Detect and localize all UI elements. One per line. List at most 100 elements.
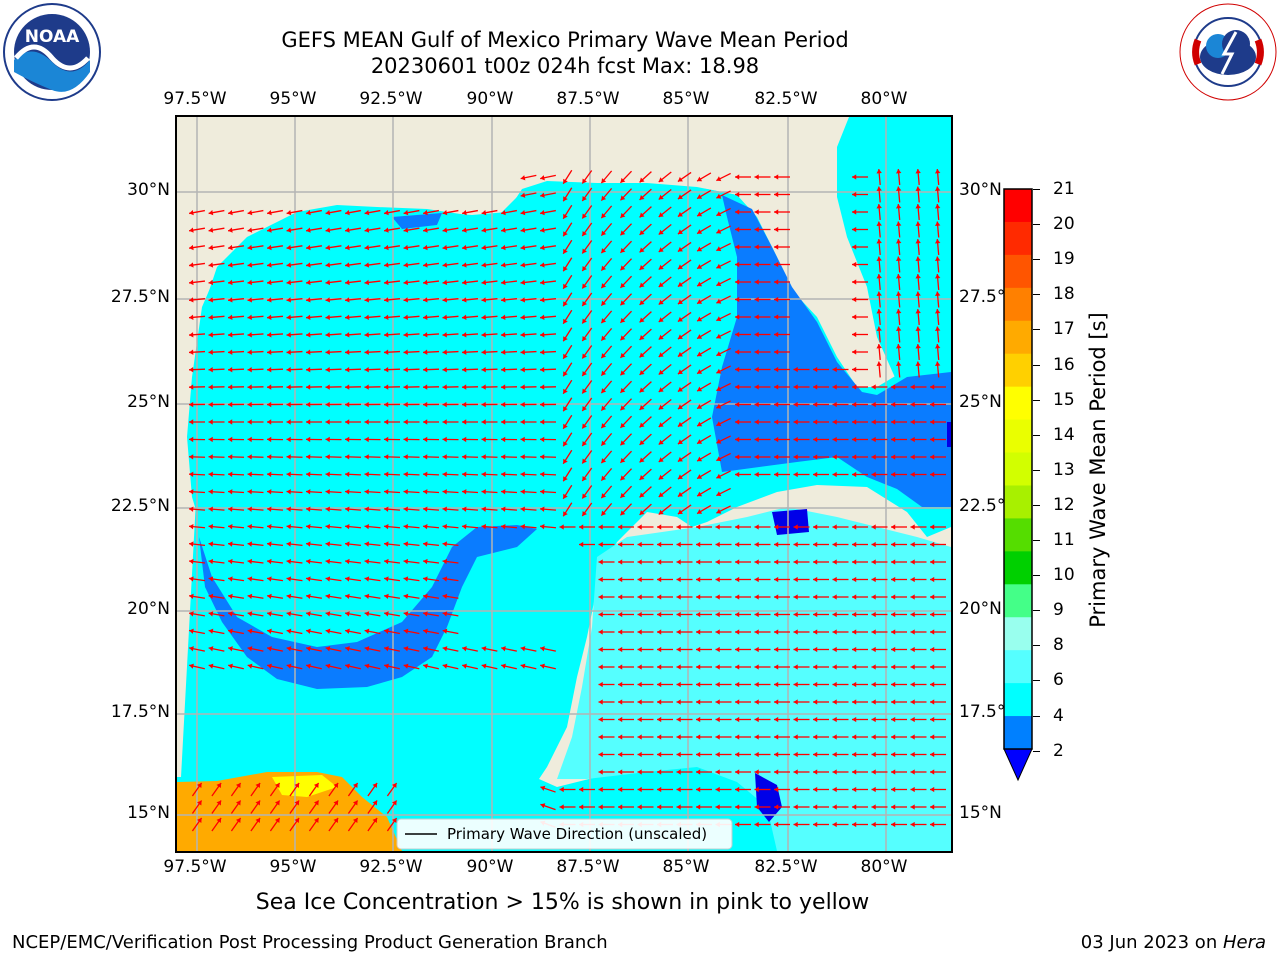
wave-direction-arrowhead — [658, 404, 664, 410]
wave-direction-arrowhead — [793, 716, 798, 723]
wave-direction-arrowhead — [871, 471, 876, 478]
colorbar-tick-mark — [1033, 259, 1040, 261]
wave-direction-arrowhead — [774, 419, 779, 425]
wave-direction-arrowhead — [832, 576, 837, 583]
colorbar-tick-label: 17 — [1053, 319, 1075, 340]
lat-label-left: 27.5°N — [110, 287, 170, 307]
wave-direction-arrowhead — [501, 454, 506, 460]
wave-direction-arrowhead — [306, 541, 311, 547]
wave-direction-arrowhead — [364, 558, 370, 565]
wave-direction-arrowhead — [601, 230, 607, 236]
wave-direction-arrowhead — [871, 664, 876, 670]
wave-direction-arrowhead — [639, 405, 645, 410]
wave-direction-arrowhead — [208, 471, 213, 477]
wave-direction-arrowhead — [364, 646, 370, 652]
wave-direction-arrowhead — [345, 558, 350, 565]
wave-direction-arrowhead — [325, 227, 331, 233]
wave-direction-arrowhead — [754, 261, 759, 268]
wave-direction-arrowhead — [501, 349, 506, 355]
wave-direction-arrowhead — [598, 664, 603, 670]
texas-shelf-band — [392, 213, 442, 229]
wave-direction-arrowhead — [208, 384, 213, 390]
wave-direction-arrowhead — [910, 629, 915, 635]
wave-direction-arrowhead — [563, 441, 568, 447]
wave-direction-arrowhead — [639, 440, 645, 445]
wave-direction-arrowhead — [754, 296, 759, 303]
wave-direction-arrowhead — [754, 244, 759, 250]
wave-direction-arrowhead — [403, 210, 409, 216]
wave-direction-arrowhead — [716, 176, 722, 182]
wave-direction-arrowhead — [501, 506, 506, 512]
wave-direction-arrowhead — [189, 611, 194, 617]
wave-direction-arrowhead — [255, 782, 261, 788]
colorbar-tick-label: 6 — [1053, 670, 1064, 691]
wave-direction-arrowhead — [228, 558, 233, 565]
wave-direction-arrowhead — [442, 332, 447, 338]
wave-direction-arrowhead — [793, 734, 798, 740]
wave-direction-arrowhead — [813, 664, 818, 670]
wave-direction-arrowhead — [813, 681, 818, 688]
map-canvas: Primary Wave Direction (unscaled) — [177, 117, 951, 851]
wave-direction-arrowhead — [930, 401, 935, 408]
wave-direction-arrowhead — [247, 227, 253, 233]
chart-title: GEFS MEAN Gulf of Mexico Primary Wave Me… — [175, 27, 955, 79]
wave-direction-arrowhead — [520, 279, 526, 286]
wave-direction-arrowhead — [832, 681, 837, 688]
wave-direction-arrowhead — [384, 646, 389, 652]
wave-direction-arrowhead — [208, 646, 214, 652]
wave-direction-arrowhead — [267, 576, 272, 582]
wave-direction-arrowhead — [716, 316, 722, 322]
wave-direction-arrowhead — [235, 817, 241, 823]
wave-direction-arrowhead — [813, 524, 818, 530]
wave-direction-arrowhead — [891, 769, 896, 775]
colorbar-tick-mark — [1033, 750, 1040, 752]
wave-direction-arrowhead — [876, 344, 882, 349]
wave-direction-arrowhead — [520, 314, 525, 320]
wave-direction-arrowhead — [896, 186, 902, 191]
wave-direction-arrowhead — [715, 559, 720, 565]
wave-direction-arrowhead — [935, 326, 941, 331]
wave-direction-arrowhead — [657, 769, 662, 775]
wave-direction-arrowhead — [208, 523, 213, 530]
wave-direction-arrowhead — [715, 804, 720, 810]
wave-direction-arrowhead — [345, 419, 350, 425]
wave-direction-arrowhead — [696, 664, 701, 670]
wave-direction-arrowhead — [286, 489, 291, 495]
wave-direction-arrowhead — [286, 646, 292, 652]
wave-direction-arrowhead — [423, 419, 428, 425]
wave-direction-arrowhead — [735, 331, 740, 338]
wave-direction-arrowhead — [697, 229, 703, 234]
wave-direction-arrowhead — [677, 351, 683, 357]
wave-direction-arrowhead — [364, 593, 370, 600]
wave-direction-arrowhead — [657, 664, 662, 670]
west-florida-shelf-band — [712, 195, 951, 507]
wave-direction-arrowhead — [364, 366, 369, 373]
wave-direction-arrowhead — [620, 475, 626, 481]
lat-label-right: 20°N — [959, 599, 1002, 619]
colorbar-swatches — [1003, 188, 1033, 782]
wave-direction-arrowhead — [423, 454, 428, 460]
wave-direction-arrowhead — [442, 541, 448, 547]
wave-direction-arrowhead — [364, 611, 370, 617]
wave-direction-arrowhead — [813, 751, 818, 758]
wave-direction-arrowhead — [715, 664, 720, 670]
wave-direction-arrowhead — [891, 646, 896, 653]
wave-direction-arrowhead — [189, 436, 194, 443]
wave-direction-arrowhead — [716, 333, 722, 339]
wave-direction-arrowhead — [658, 369, 664, 375]
wave-direction-arrowhead — [384, 523, 389, 530]
wave-direction-arrowhead — [793, 559, 798, 565]
wave-direction-arrowhead — [715, 734, 720, 740]
wave-direction-arrowhead — [267, 332, 272, 338]
wave-direction-arrowhead — [930, 611, 935, 618]
wave-direction-arrowhead — [247, 523, 252, 530]
wave-direction-arrowhead — [540, 646, 545, 652]
wave-direction-arrowhead — [481, 366, 486, 373]
wave-direction-arrowhead — [774, 664, 779, 670]
wave-direction-arrowhead — [852, 226, 857, 233]
wave-direction-arrowhead — [774, 384, 779, 390]
wave-direction-arrowhead — [208, 262, 214, 268]
wave-direction-arrowhead — [832, 524, 837, 530]
colorbar-swatch — [1004, 254, 1032, 289]
wave-direction-arrowhead — [325, 471, 330, 477]
